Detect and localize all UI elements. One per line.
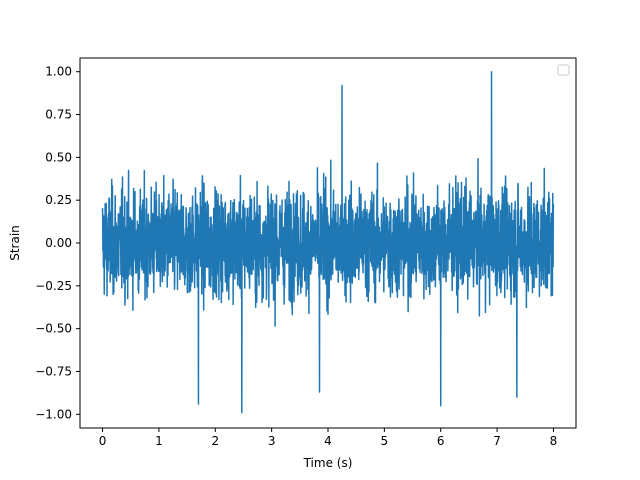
y-tick-label: 0.00 — [45, 236, 72, 250]
x-axis-ticks: 0 1 2 3 4 5 6 7 8 — [99, 428, 558, 448]
y-tick-label: 0.25 — [45, 193, 72, 207]
y-tick-label: 0.75 — [45, 108, 72, 122]
x-tick-label: 3 — [268, 434, 276, 448]
x-tick-label: 2 — [211, 434, 219, 448]
y-tick-label: −1.00 — [35, 407, 72, 421]
series-layer — [101, 70, 555, 414]
x-tick-label: 1 — [155, 434, 163, 448]
y-tick-label: 1.00 — [45, 65, 72, 79]
strain-series-line — [101, 70, 555, 414]
x-tick-label: 4 — [324, 434, 332, 448]
x-axis-label: Time (s) — [303, 456, 353, 470]
y-axis-label: Strain — [8, 225, 22, 261]
y-tick-label: −0.25 — [35, 279, 72, 293]
x-tick-label: 8 — [550, 434, 558, 448]
x-tick-label: 5 — [381, 434, 389, 448]
legend-box — [557, 64, 570, 76]
x-tick-label: 7 — [493, 434, 501, 448]
x-tick-label: 0 — [99, 434, 107, 448]
y-tick-label: −0.75 — [35, 364, 72, 378]
y-tick-label: −0.50 — [35, 322, 72, 336]
y-tick-label: 0.50 — [45, 150, 72, 164]
y-axis-ticks: −1.00 −0.75 −0.50 −0.25 0.00 0.25 0.50 0.75 1.00 — [35, 65, 80, 421]
x-tick-label: 6 — [437, 434, 445, 448]
